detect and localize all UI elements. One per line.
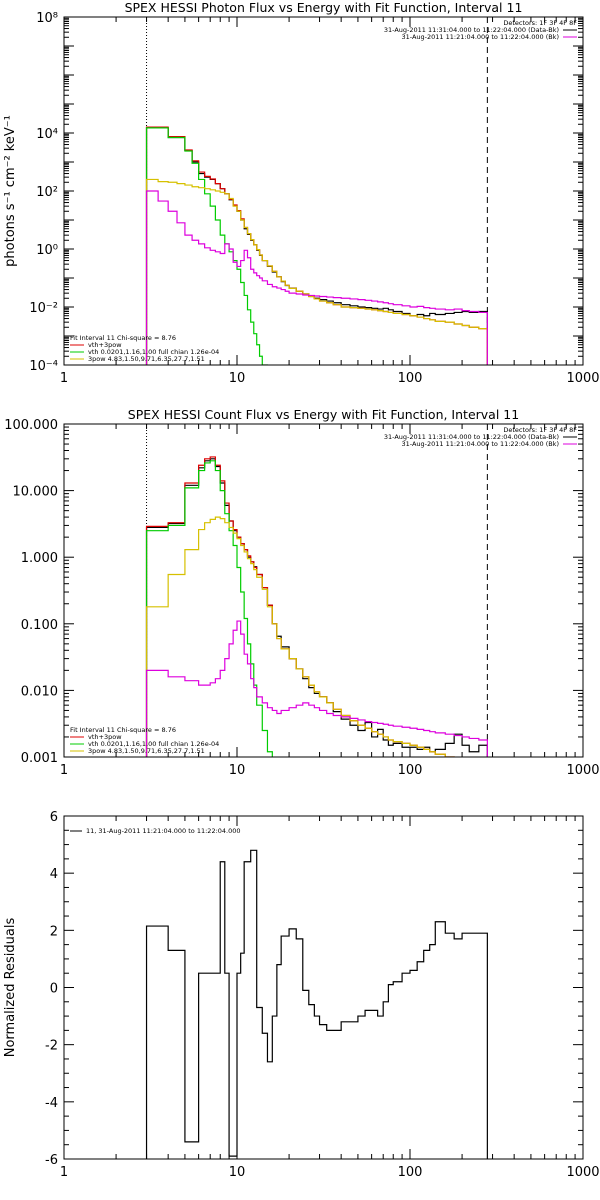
y-tick-label: 1.000: [21, 551, 58, 566]
legend-entry: Detectors: 1F 3F 4F 8F: [503, 426, 577, 434]
y-tick-label: 10⁻²: [29, 301, 58, 316]
x-tick-label: 10: [229, 371, 246, 386]
fit-legend-header: Fit Interval 11 Chi-square = 8.76: [70, 726, 176, 734]
y-tick-label: 10⁻⁴: [29, 359, 58, 374]
fit-legend-header: Fit Interval 11 Chi-square = 8.76: [70, 334, 176, 342]
chart-title: SPEX HESSI Photon Flux vs Energy with Fi…: [125, 0, 523, 15]
axes-frame: [63, 423, 584, 758]
y-tick-label: 10⁴: [36, 127, 58, 142]
series-line-1: [145, 126, 488, 365]
legend-entry: Detectors: 1F 3F 4F 8F: [503, 19, 577, 27]
series-line-2: [145, 460, 273, 757]
y-tick-label: 0.001: [21, 751, 58, 766]
fit-legend-entry: 3pow 4.83,1.50,9.71,6.35,27.7,1.51: [88, 355, 205, 363]
x-tick-label: 100: [398, 1165, 423, 1180]
plot-area: [145, 126, 488, 365]
x-tick-label: 100: [398, 371, 423, 386]
fit-legend-entry: vth+3pow: [88, 341, 122, 349]
axes-frame: [63, 16, 584, 366]
series-line-4: [145, 620, 488, 757]
series-line-0: [145, 127, 488, 365]
legend-entry: 31-Aug-2011 11:31:04.000 to 11:22:04.000…: [384, 433, 559, 441]
fit-legend-entry: vth+3pow: [88, 733, 122, 741]
fit-legend-entry: 3pow 4.83,1.50,9.71,6.35,27.7,1.51: [88, 747, 205, 755]
series-line-2: [145, 127, 269, 365]
x-tick-label: 1: [60, 371, 68, 386]
y-tick-label: 0.100: [21, 618, 58, 633]
x-tick-label: 10: [229, 1165, 246, 1180]
y-tick-label: 10⁰: [36, 243, 58, 258]
y-tick-label: 6: [50, 810, 58, 825]
x-tick-label: 10: [229, 763, 246, 778]
axes-frame: [63, 815, 584, 1160]
y-tick-label: -6: [45, 1153, 58, 1168]
legend-entry: 31-Aug-2011 11:31:04.000 to 11:22:04.000…: [384, 26, 559, 34]
y-tick-label: 100.000: [4, 418, 58, 433]
series-line-4: [145, 190, 488, 365]
x-tick-label: 1000: [566, 763, 599, 778]
y-tick-label: 0: [50, 982, 58, 997]
y-tick-label: -2: [45, 1039, 58, 1054]
fit-legend-entry: vth 0.0201,1.16,1.00 full chian 1.26e-04: [88, 740, 219, 748]
y-tick-label: 0.010: [21, 684, 58, 699]
y-tick-label: 4: [50, 867, 58, 882]
y-axis-label: photons s⁻¹ cm⁻² keV⁻¹: [3, 115, 18, 267]
legend-entry: 31-Aug-2011 11:21:04.000 to 11:22:04.000…: [402, 440, 559, 448]
x-tick-label: 1000: [566, 371, 599, 386]
series-line-0: [145, 849, 488, 1159]
count-flux-panel: SPEX HESSI Count Flux vs Energy with Fit…: [4, 407, 599, 778]
legend-entry: 31-Aug-2011 11:21:04.000 to 11:22:04.000…: [402, 33, 559, 41]
y-tick-label: 10⁸: [36, 11, 58, 26]
y-axis-label: Normalized Residuals: [3, 918, 18, 1058]
x-tick-label: 100: [398, 763, 423, 778]
plot-area: [145, 849, 488, 1159]
y-tick-label: 2: [50, 924, 58, 939]
y-tick-label: 10²: [36, 185, 58, 200]
y-tick-label: 10.000: [13, 485, 59, 500]
residual-legend-entry: 11, 31-Aug-2011 11:21:04.000 to 11:22:04…: [86, 827, 241, 835]
x-tick-label: 1: [60, 763, 68, 778]
series-line-3: [145, 178, 488, 365]
x-tick-label: 1000: [566, 1165, 599, 1180]
fit-legend-entry: vth 0.0201,1.16,1.00 full chian 1.26e-04: [88, 348, 219, 356]
y-tick-label: -4: [45, 1096, 58, 1111]
x-tick-label: 1: [60, 1165, 68, 1180]
plot-area: [145, 456, 488, 757]
series-line-3: [145, 516, 455, 757]
photon-flux-panel: SPEX HESSI Photon Flux vs Energy with Fi…: [3, 0, 600, 386]
chart-title: SPEX HESSI Count Flux vs Energy with Fit…: [128, 407, 519, 422]
residuals-panel: Normalized Residuals 1 10 100 1000 -6 -4 -2 0 2 4 6…: [3, 810, 600, 1180]
